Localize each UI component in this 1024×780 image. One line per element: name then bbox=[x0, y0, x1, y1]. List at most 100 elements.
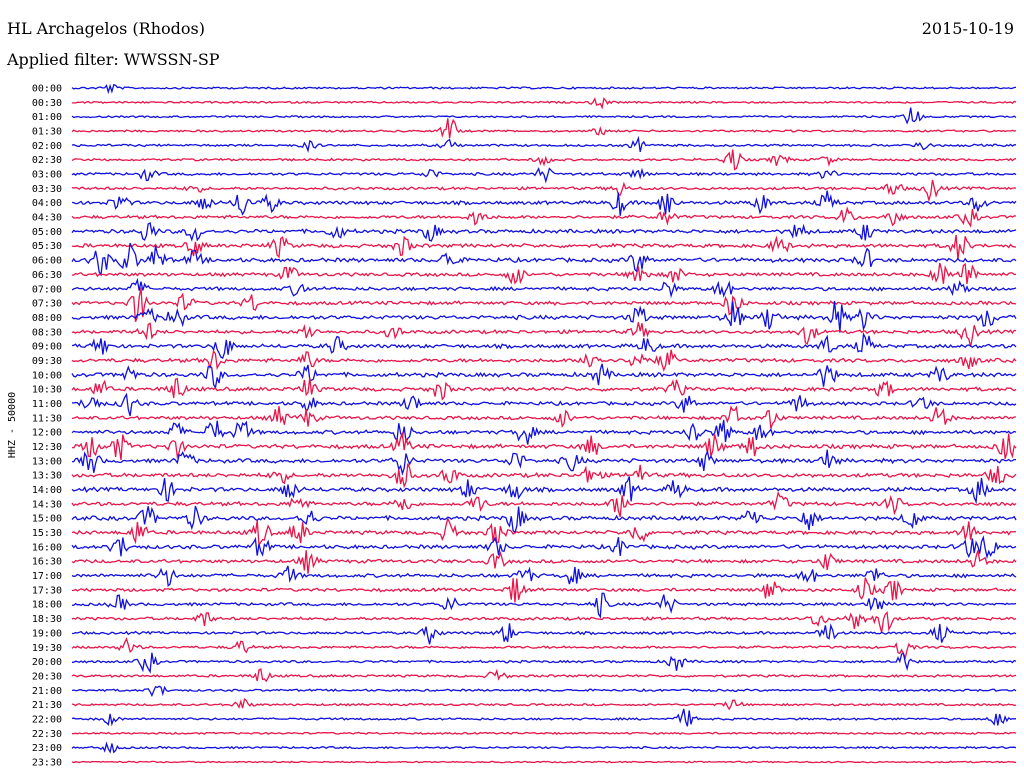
trace-0430 bbox=[71, 206, 1017, 228]
time-tick-label: 17:00 bbox=[32, 571, 62, 582]
time-labels: 00:00 00:30 01:00 01:30 02:00 02:30 03:00 03:30… bbox=[32, 84, 62, 769]
trace-0130 bbox=[71, 118, 1017, 139]
trace-1730 bbox=[71, 577, 1017, 603]
time-tick-label: 02:30 bbox=[32, 155, 62, 166]
trace-1430 bbox=[71, 490, 1017, 518]
time-tick-label: 14:30 bbox=[32, 499, 62, 510]
time-tick-label: 15:00 bbox=[32, 514, 62, 525]
trace-2330 bbox=[71, 760, 1016, 764]
time-tick-label: 07:30 bbox=[32, 299, 62, 310]
time-tick-label: 04:00 bbox=[32, 198, 62, 209]
time-tick-label: 19:30 bbox=[32, 643, 62, 654]
time-tick-label: 10:00 bbox=[32, 370, 62, 381]
time-tick-label: 21:30 bbox=[32, 700, 62, 711]
trace-2000 bbox=[71, 652, 1017, 674]
trace-1030 bbox=[71, 377, 1017, 401]
time-tick-label: 15:30 bbox=[32, 528, 62, 539]
trace-2030 bbox=[71, 668, 1017, 683]
time-tick-label: 20:00 bbox=[32, 657, 62, 668]
trace-1100 bbox=[71, 392, 1017, 417]
trace-2130 bbox=[71, 697, 1017, 711]
time-tick-label: 03:00 bbox=[32, 170, 62, 181]
y-axis-label: HHZ - 50000 bbox=[7, 392, 18, 458]
time-tick-label: 16:30 bbox=[32, 557, 62, 568]
time-tick-label: 05:00 bbox=[32, 227, 62, 238]
time-tick-label: 10:30 bbox=[32, 385, 62, 396]
trace-0930 bbox=[71, 349, 1017, 372]
time-tick-label: 14:00 bbox=[32, 485, 62, 496]
station-title: HL Archagelos (Rhodos) bbox=[7, 19, 205, 38]
time-tick-label: 07:00 bbox=[32, 284, 62, 295]
time-tick-label: 22:30 bbox=[32, 729, 62, 740]
trace-0600 bbox=[71, 242, 1017, 277]
trace-1000 bbox=[71, 363, 1017, 390]
time-tick-label: 20:30 bbox=[32, 671, 62, 682]
trace-0800 bbox=[71, 300, 1017, 333]
time-tick-label: 23:30 bbox=[32, 757, 62, 768]
time-tick-label: 01:30 bbox=[32, 127, 62, 138]
trace-1530 bbox=[71, 516, 1017, 547]
trace-0300 bbox=[71, 167, 1017, 184]
time-tick-label: 09:30 bbox=[32, 356, 62, 367]
trace-1400 bbox=[71, 476, 1017, 505]
trace-2300 bbox=[71, 741, 1017, 754]
trace-1700 bbox=[71, 565, 1017, 587]
trace-0330 bbox=[71, 179, 1016, 203]
time-tick-label: 18:00 bbox=[32, 600, 62, 611]
trace-2100 bbox=[71, 685, 1017, 698]
trace-1130 bbox=[71, 405, 1016, 429]
trace-0100 bbox=[71, 107, 1017, 125]
trace-1800 bbox=[71, 592, 1017, 619]
trace-0700 bbox=[71, 277, 1017, 299]
trace-1200 bbox=[71, 419, 1017, 445]
trace-0530 bbox=[71, 234, 1017, 260]
time-tick-label: 02:00 bbox=[32, 141, 62, 152]
trace-1500 bbox=[71, 505, 1017, 534]
time-tick-label: 13:30 bbox=[32, 471, 62, 482]
trace-0900 bbox=[71, 332, 1017, 360]
time-tick-label: 05:30 bbox=[32, 241, 62, 252]
time-tick-label: 21:00 bbox=[32, 686, 62, 697]
trace-0500 bbox=[71, 222, 1017, 242]
time-tick-label: 00:30 bbox=[32, 98, 62, 109]
trace-0230 bbox=[71, 149, 1017, 171]
time-tick-label: 03:30 bbox=[32, 184, 62, 195]
time-tick-label: 23:00 bbox=[32, 743, 62, 754]
time-tick-label: 06:30 bbox=[32, 270, 62, 281]
time-tick-label: 11:30 bbox=[32, 413, 62, 424]
time-tick-label: 01:00 bbox=[32, 112, 62, 123]
time-tick-label: 22:00 bbox=[32, 714, 62, 725]
trace-1230 bbox=[71, 431, 1017, 460]
trace-0000 bbox=[71, 83, 1017, 95]
time-tick-label: 17:30 bbox=[32, 585, 62, 596]
time-tick-label: 06:00 bbox=[32, 256, 62, 267]
trace-1300 bbox=[72, 449, 1017, 476]
trace-1930 bbox=[71, 637, 1017, 660]
trace-0830 bbox=[71, 322, 1017, 347]
time-tick-label: 12:30 bbox=[32, 442, 62, 453]
time-tick-label: 09:00 bbox=[32, 342, 62, 353]
trace-0400 bbox=[71, 190, 1017, 216]
filter-label: Applied filter: WWSSN-SP bbox=[7, 50, 220, 69]
time-tick-label: 11:00 bbox=[32, 399, 62, 410]
time-tick-label: 08:30 bbox=[32, 327, 62, 338]
trace-2200 bbox=[71, 708, 1016, 727]
time-tick-label: 16:00 bbox=[32, 542, 62, 553]
time-tick-label: 00:00 bbox=[32, 84, 62, 95]
trace-1900 bbox=[71, 623, 1017, 645]
trace-0730 bbox=[71, 287, 1017, 322]
date-label: 2015-10-19 bbox=[921, 19, 1014, 38]
time-tick-label: 19:00 bbox=[32, 628, 62, 639]
trace-1830 bbox=[71, 611, 1017, 633]
time-tick-label: 18:30 bbox=[32, 614, 62, 625]
time-tick-label: 08:00 bbox=[32, 313, 62, 324]
trace-1600 bbox=[71, 535, 1017, 560]
trace-2230 bbox=[71, 731, 1017, 735]
time-tick-label: 13:00 bbox=[32, 456, 62, 467]
time-tick-label: 04:30 bbox=[32, 213, 62, 224]
time-tick-label: 12:00 bbox=[32, 428, 62, 439]
trace-0630 bbox=[71, 262, 1017, 285]
trace-0030 bbox=[72, 97, 1017, 110]
trace-0200 bbox=[71, 135, 1016, 153]
